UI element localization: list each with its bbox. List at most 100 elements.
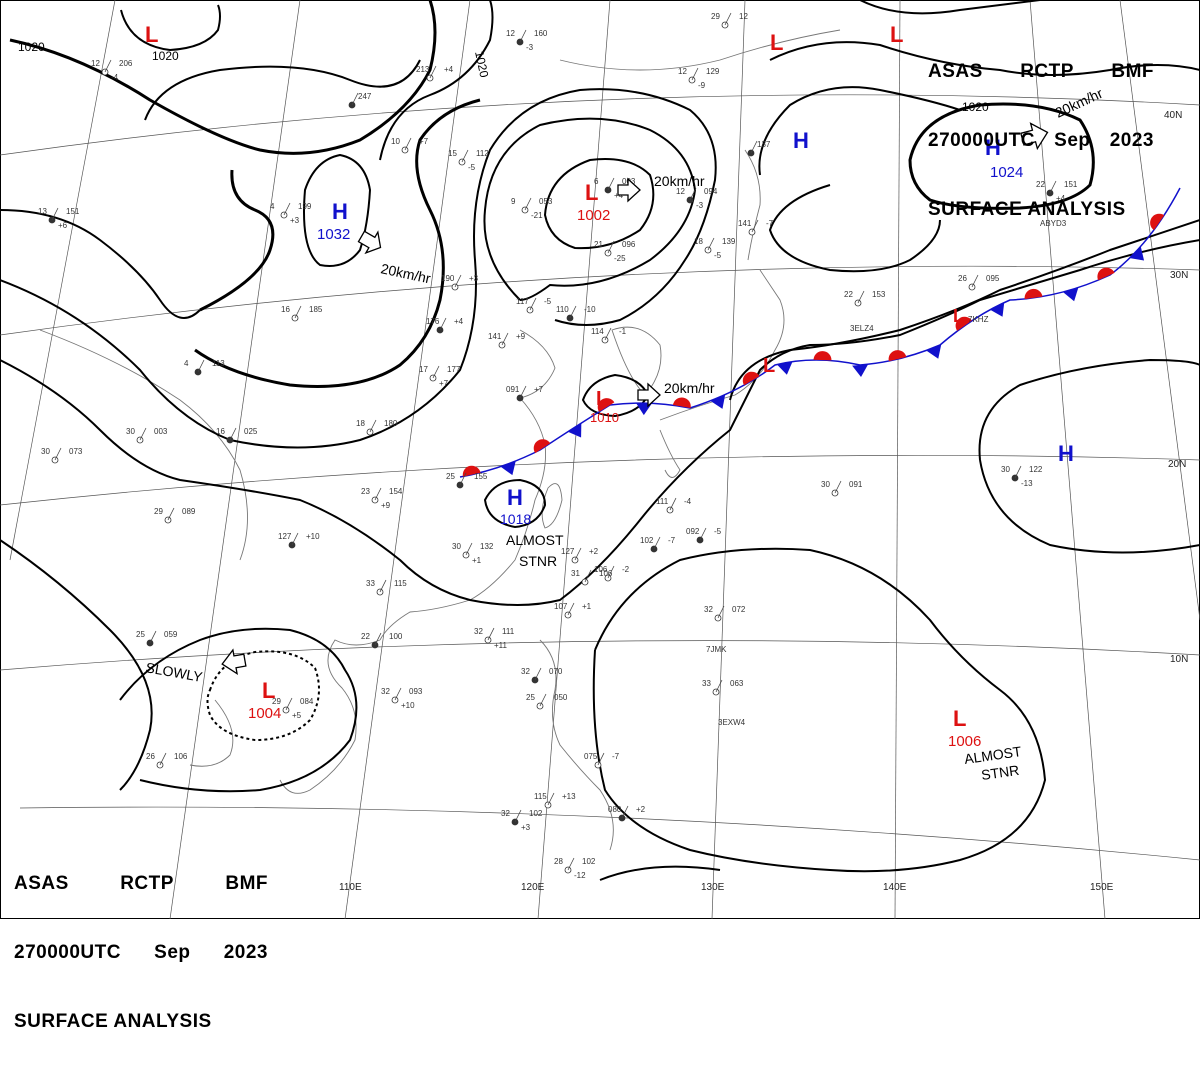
header-line-3: SURFACE ANALYSIS xyxy=(928,198,1154,221)
station-value: 073 xyxy=(69,447,83,456)
header-type: BMF xyxy=(225,872,268,895)
station-value: -12 xyxy=(574,871,586,880)
station-value: -5 xyxy=(714,251,722,260)
station-value: +5 xyxy=(292,711,302,720)
station-value: 25 xyxy=(526,693,535,702)
station-value: 091 xyxy=(506,385,520,394)
station-value: 10 xyxy=(391,137,400,146)
station-value: 139 xyxy=(722,237,736,246)
station-value: +3 xyxy=(290,216,300,225)
lat-label: 30N xyxy=(1170,270,1188,281)
header-year: 2023 xyxy=(1110,129,1154,152)
station-value: 25 xyxy=(136,630,145,639)
station-value: +9 xyxy=(516,332,526,341)
low-siberia-letter: L xyxy=(145,22,158,47)
station-value: 111 xyxy=(656,497,669,506)
station-value: 094 xyxy=(704,187,718,196)
station-value: 075 xyxy=(584,752,598,761)
header-center: RCTP xyxy=(1020,60,1074,83)
isobar-label: 1020 xyxy=(18,40,45,54)
station-value: 30 xyxy=(821,480,830,489)
station-value: 22 xyxy=(844,290,853,299)
lon-label: 140E xyxy=(883,882,907,893)
station-value: +2 xyxy=(589,547,599,556)
low-wp-pressure: 1006 xyxy=(948,733,981,750)
station-value: 23 xyxy=(361,487,370,496)
lon-label: 130E xyxy=(701,882,725,893)
station-value: +1 xyxy=(582,602,592,611)
station-value: 091 xyxy=(849,480,863,489)
station-value: 177 xyxy=(447,365,461,374)
station-value: 053 xyxy=(539,197,553,206)
station-value: 107 xyxy=(554,602,568,611)
station-value: 12 xyxy=(678,67,687,76)
ship-id: 7JMK xyxy=(706,645,727,654)
station-value: 199 xyxy=(298,202,312,211)
station-value: +11 xyxy=(494,641,508,650)
station-value: -3 xyxy=(526,43,534,52)
station-value: 13 xyxy=(38,207,47,216)
station-value: 16 xyxy=(216,427,225,436)
station-value: 213 xyxy=(416,65,430,74)
header-line-2: 270000UTC Sep 2023 xyxy=(928,129,1154,152)
station-value: -3 xyxy=(696,201,704,210)
station-value: 102 xyxy=(582,857,596,866)
station-value: +6 xyxy=(58,221,68,230)
station-value: -2 xyxy=(622,565,630,574)
low-okhotsk-2-letter: L xyxy=(890,22,903,47)
station-value: 141 xyxy=(488,332,502,341)
station-value: 153 xyxy=(872,290,886,299)
station-value: 12 xyxy=(506,29,515,38)
header-center: RCTP xyxy=(120,872,174,895)
station-value: 003 xyxy=(154,427,168,436)
station-value: -4 xyxy=(684,497,692,506)
station-value: -9 xyxy=(698,81,706,90)
header-time: 270000UTC xyxy=(928,129,1035,152)
station-value: 12 xyxy=(91,59,100,68)
station-value: 26 xyxy=(958,274,967,283)
header-agency: ASAS xyxy=(928,60,983,83)
station-value: 33 xyxy=(702,679,711,688)
station-value: 115 xyxy=(534,792,547,801)
station-value: 17 xyxy=(419,365,428,374)
header-line-3: SURFACE ANALYSIS xyxy=(14,1010,268,1033)
station-value: 180 xyxy=(384,419,398,428)
surface-analysis-map: 1020 1020 1020 1020 40N 30N 20N 10N 110E… xyxy=(0,0,1200,919)
station-value: 122 xyxy=(1029,465,1043,474)
station-value: 063 xyxy=(730,679,744,688)
station-value: 129 xyxy=(706,67,720,76)
station-value: 095 xyxy=(986,274,1000,283)
station-value: -7 xyxy=(612,752,620,761)
station-value: 32 xyxy=(501,809,510,818)
station-value: 084 xyxy=(300,697,314,706)
station-value: 151 xyxy=(66,207,80,216)
low-ecs-pressure: 1010 xyxy=(590,410,619,425)
ship-id: 7KHZ xyxy=(968,315,989,324)
header-type: BMF xyxy=(1111,60,1154,83)
station-value: 28 xyxy=(554,857,563,866)
station-value: 102 xyxy=(529,809,543,818)
lat-label: 10N xyxy=(1170,654,1188,665)
station-value: 106 xyxy=(594,565,608,574)
station-value: 127 xyxy=(278,532,292,541)
station-value: 185 xyxy=(309,305,323,314)
station-value: 22 xyxy=(361,632,370,641)
station-value: 132 xyxy=(480,542,494,551)
station-value: 106 xyxy=(174,752,188,761)
station-value: 30 xyxy=(126,427,135,436)
station-value: 31 xyxy=(571,569,580,578)
station-value: 072 xyxy=(732,605,746,614)
station-value: +3 xyxy=(521,823,531,832)
low-scs-pressure: 1004 xyxy=(248,705,281,722)
station-value: 190 xyxy=(441,274,455,283)
station-value: 30 xyxy=(41,447,50,456)
station-value: 26 xyxy=(146,752,155,761)
annotation-line: STNR xyxy=(519,553,557,569)
header-bottom-left: ASAS RCTP BMF 270000UTC Sep 2023 SURFACE… xyxy=(14,826,268,1079)
station-value: +7 xyxy=(534,385,544,394)
station-value: 176 xyxy=(426,317,440,326)
station-value: 110 xyxy=(556,305,569,314)
high-mongolia-pressure: 1032 xyxy=(317,226,350,243)
station-value: 21 xyxy=(594,240,603,249)
station-value: +9 xyxy=(381,501,391,510)
